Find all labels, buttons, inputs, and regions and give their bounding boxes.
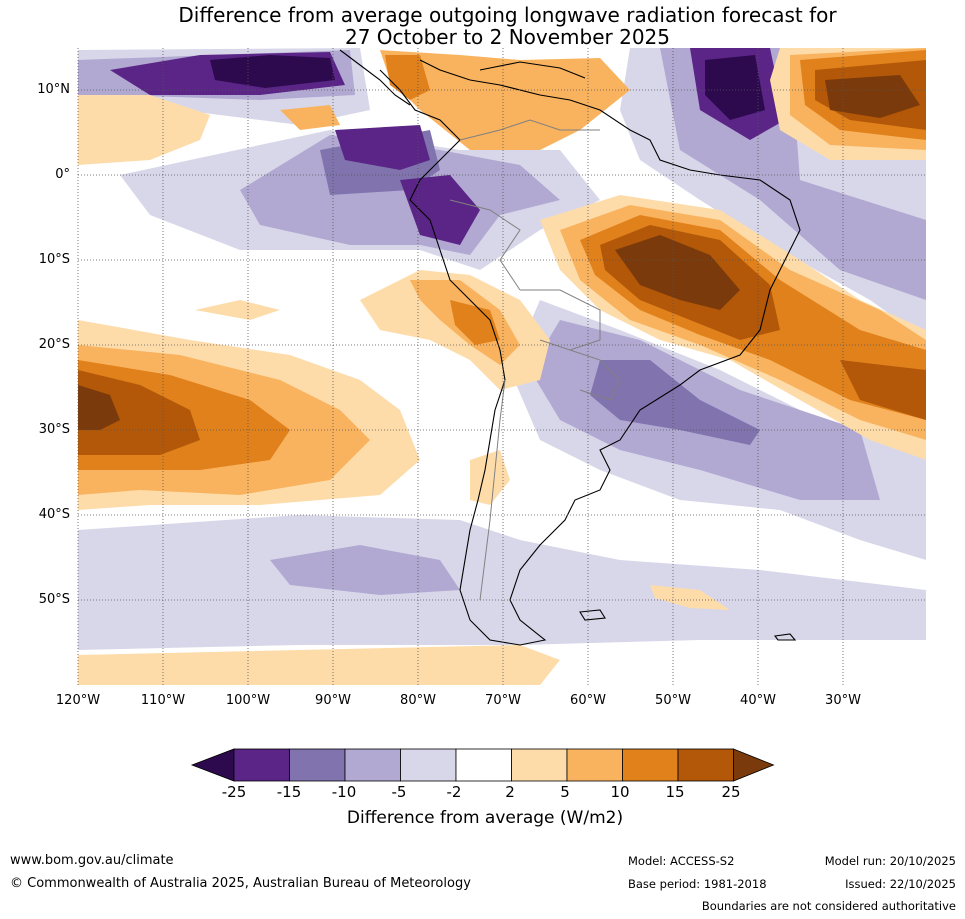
anomaly-brazil-core-brown	[615, 235, 740, 310]
anomaly-caribbean-dark-orange	[385, 55, 430, 100]
colorbar-arrow-high	[733, 748, 775, 782]
anomaly-peru-dark-orange	[450, 300, 500, 345]
footer-model-run: Model run: 20/10/2025	[824, 854, 956, 868]
footer-model: Model: ACCESS-S2	[628, 854, 735, 868]
lon-label-110w: 110°W	[140, 693, 186, 708]
south-georgia-island	[773, 633, 797, 641]
colorbar-segment	[511, 748, 568, 782]
anomaly-ne-core-brown	[825, 75, 920, 118]
lon-label-90w: 90°W	[315, 693, 351, 708]
boundary-colombia-venezuela	[459, 119, 600, 141]
country-boundaries	[449, 119, 621, 601]
anomaly-southeast-dark-purple	[590, 360, 760, 445]
colorbar-tick-neg25: -25	[221, 783, 247, 801]
lat-label-10s: 10°S	[38, 252, 70, 267]
anomaly-caribbean-orange	[380, 50, 630, 150]
colorbar-tick-10: 10	[610, 783, 630, 801]
colorbar-segment	[344, 748, 401, 782]
colorbar-segment	[455, 748, 512, 782]
colorbar-segment	[622, 748, 679, 782]
colorbar-segment	[677, 748, 734, 782]
boundary-argentina-chile	[479, 379, 506, 601]
colorbar-tick-neg5: -5	[391, 783, 407, 801]
footer-base-period: Base period: 1981-2018	[628, 877, 767, 891]
lat-label-0: 0°	[55, 167, 70, 182]
footer-disclaimer: Boundaries are not considered authoritat…	[701, 899, 956, 913]
colorbar-tick-25: 25	[721, 783, 741, 801]
anomaly-small-light-orange-1	[195, 300, 280, 320]
south-america-coastline	[379, 59, 801, 646]
footer-issued: Issued: 22/10/2025	[845, 877, 956, 891]
title-line-2: 27 October to 2 November 2025	[344, 25, 671, 49]
falkland-islands	[579, 609, 606, 621]
anomaly-southern-ocean-light-purple	[78, 515, 926, 650]
lon-label-120w: 120°W	[55, 693, 101, 708]
anomaly-southern-ocean-mid-purple	[270, 545, 460, 595]
colorbar-tick-15: 15	[665, 783, 685, 801]
colorbar-segment	[400, 748, 457, 782]
lon-label-80w: 80°W	[400, 693, 436, 708]
anomaly-equatorial-deep-purple	[335, 125, 430, 170]
colorbar-segment	[566, 748, 623, 782]
coastlines	[339, 49, 801, 646]
anomaly-southwest-core-brown	[78, 385, 120, 430]
lon-label-40w: 40°W	[740, 693, 776, 708]
boundary-paraguay	[569, 349, 621, 401]
colorbar-tick-neg15: -15	[276, 783, 302, 801]
lon-label-100w: 100°W	[225, 693, 271, 708]
boundary-peru-brazil	[449, 199, 521, 291]
lon-label-30w: 30°W	[825, 693, 861, 708]
map-title: Difference from average outgoing longwav…	[0, 4, 965, 48]
colorbar-title: Difference from average (W/m2)	[346, 808, 624, 828]
caribbean-coastline	[479, 61, 586, 79]
anomaly-pacific-small-orange	[280, 105, 340, 130]
central-america-coastline	[339, 49, 411, 106]
anomaly-fields	[78, 48, 926, 685]
anomaly-peru-purple	[400, 175, 480, 245]
gridlines	[77, 48, 926, 685]
colorbar-tick-5: 5	[560, 783, 570, 801]
colorbar-segment	[233, 748, 290, 782]
lat-label-40s: 40°S	[38, 507, 70, 522]
anomaly-east-atlantic-brown	[840, 360, 926, 420]
colorbar-segment	[289, 748, 346, 782]
colorbar-tick-2: 2	[505, 783, 515, 801]
olr-anomaly-map	[77, 48, 926, 685]
colorbar	[190, 748, 775, 782]
colorbar-arrow-low	[190, 748, 235, 782]
lon-label-70w: 70°W	[485, 693, 521, 708]
anomaly-pacific-north-light-orange	[78, 95, 210, 165]
anomaly-south-atlantic-light-orange	[650, 585, 730, 610]
lat-label-50s: 50°S	[38, 592, 70, 607]
anomaly-ne-core-purple	[705, 55, 765, 120]
title-line-1: Difference from average outgoing longwav…	[178, 3, 837, 27]
anomaly-north-core-purple	[210, 55, 335, 88]
colorbar-tick-neg2: -2	[446, 783, 462, 801]
lat-label-20s: 20°S	[38, 337, 70, 352]
anomaly-southwest-brown	[78, 370, 200, 455]
anomaly-south-pacific-light-orange	[78, 645, 560, 685]
footer-website-link[interactable]: www.bom.gov.au/climate	[10, 853, 174, 868]
lon-label-50w: 50°W	[655, 693, 691, 708]
colorbar-tick-neg10: -10	[331, 783, 357, 801]
boundary-bolivia	[520, 289, 601, 351]
footer-copyright: © Commonwealth of Australia 2025, Austra…	[10, 876, 471, 891]
lon-label-60w: 60°W	[570, 693, 606, 708]
lat-label-10n: 10°N	[37, 82, 70, 97]
anomaly-equatorial-mid-purple	[240, 135, 560, 255]
lat-label-30s: 30°S	[38, 422, 70, 437]
